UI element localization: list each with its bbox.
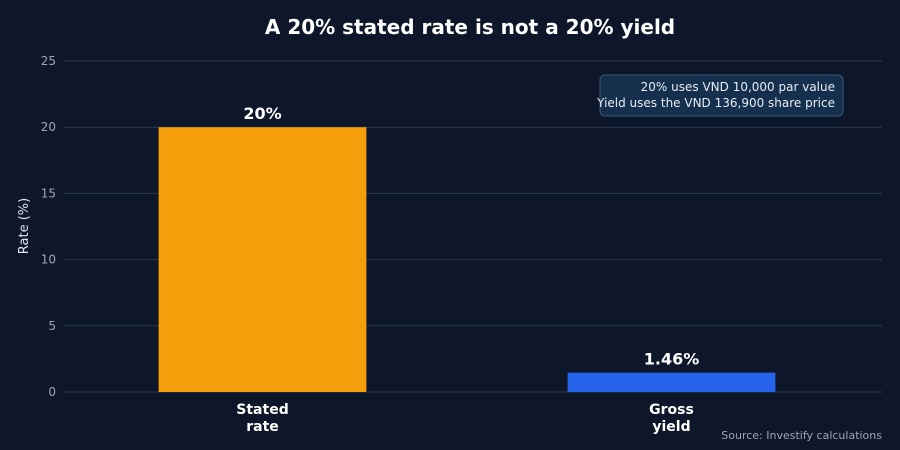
value-label-gross-yield: 1.46% [644,350,700,369]
category-label-stated-rate-line-2: rate [246,419,279,435]
y-tick-label-25: 25 [41,54,56,68]
category-label-gross-yield-line-1: Gross [649,402,694,418]
source-note: Source: Investify calculations [721,429,882,442]
annotation-box: 20% uses VND 10,000 par value Yield uses… [596,74,844,117]
annotation-line-par-value: 20% uses VND 10,000 par value [641,80,835,94]
y-tick-labels: 0 5 10 15 20 25 [41,54,56,399]
y-axis-label: Rate (%) [17,198,32,254]
annotation-background [599,74,844,117]
y-tick-label-20: 20 [41,120,56,134]
bar-stated-rate [158,127,367,392]
bars [158,127,776,392]
chart-title: A 20% stated rate is not a 20% yield [265,15,675,39]
value-label-stated-rate: 20% [243,104,281,123]
y-tick-label-0: 0 [48,385,56,399]
y-tick-label-15: 15 [41,186,56,200]
value-labels: 20% 1.46% [243,104,699,368]
category-label-stated-rate-line-1: Stated [236,402,288,418]
annotation-line-share-price: Yield uses the VND 136,900 share price [596,96,835,110]
y-tick-label-5: 5 [48,319,56,333]
category-label-gross-yield-line-2: yield [652,419,690,435]
y-tick-label-10: 10 [41,253,56,267]
bar-gross-yield [567,372,776,392]
